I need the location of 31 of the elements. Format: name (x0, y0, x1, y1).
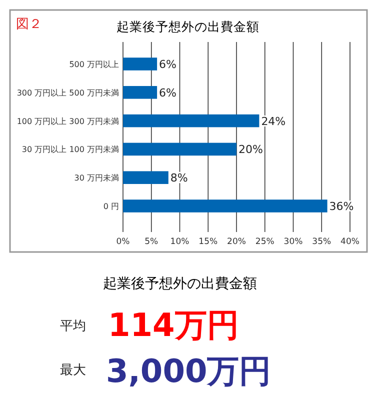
bar (123, 114, 260, 128)
bar (123, 142, 236, 156)
x-tick-label: 40% (340, 237, 360, 247)
text: 最大 (60, 363, 86, 378)
x-tick-label: 10% (170, 237, 190, 247)
data-label: 20% (238, 143, 263, 156)
bar (123, 86, 158, 99)
bar (123, 200, 328, 212)
x-tick-label: 25% (255, 237, 274, 247)
text: 3,000万円 (106, 352, 272, 390)
y-tick-label: 0 円 (103, 202, 119, 211)
x-tick-label: 15% (198, 237, 218, 247)
y-tick-label: 30 万円未満 (74, 174, 119, 183)
y-tick-label: 30 万円以上 100 万円未満 (22, 145, 119, 154)
x-tick-label: 20% (227, 237, 246, 247)
text: 114万円 (108, 306, 239, 344)
y-tick-label: 300 万円以上 500 万円未満 (16, 88, 119, 98)
x-tick-label: 35% (312, 237, 332, 247)
caption: 図２ (16, 17, 42, 32)
x-tick-label: 5% (144, 237, 158, 247)
x-tick-label: 0% (116, 237, 130, 247)
data-label: 6% (159, 58, 177, 72)
y-tick-label: 500 万円以上 (69, 60, 119, 70)
chart-title: 起業後予想外の出費金額 (116, 19, 260, 34)
x-tick-label: 30% (284, 237, 303, 247)
y-tick-label: 100 万円以上 300 万円未満 (16, 116, 119, 126)
text: 平均 (60, 319, 86, 334)
text: 起業後予想外の出費金額 (103, 276, 257, 292)
data-label: 6% (159, 86, 177, 100)
bar (123, 58, 158, 70)
bar (123, 171, 168, 184)
